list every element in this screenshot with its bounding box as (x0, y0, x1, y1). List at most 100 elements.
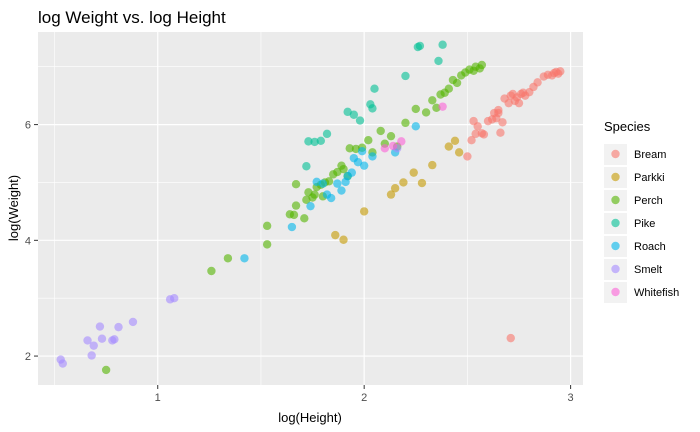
data-point-parkki (399, 178, 408, 187)
data-point-perch (428, 96, 437, 105)
data-point-parkki (444, 142, 454, 151)
data-point-perch (310, 190, 319, 199)
data-point-perch (421, 108, 431, 117)
data-point-bream (554, 69, 563, 78)
data-point-perch (386, 131, 396, 141)
data-point-bream (496, 128, 505, 137)
x-tick-label: 2 (361, 392, 367, 404)
data-point-perch (289, 210, 299, 220)
data-point-pike (355, 116, 365, 125)
legend-label-bream: Bream (634, 149, 666, 161)
data-point-pike (349, 110, 359, 119)
data-point-whitefish (388, 141, 398, 151)
data-point-roach (240, 254, 249, 263)
data-point-roach (306, 201, 315, 211)
data-point-roach (287, 222, 297, 232)
data-point-bream (463, 152, 472, 161)
x-axis-title: log(Height) (278, 410, 342, 425)
data-point-perch (339, 164, 348, 174)
data-point-pike (434, 56, 443, 66)
data-point-perch (345, 144, 354, 153)
data-point-parkki (454, 148, 464, 157)
legend-key-whitefish (611, 287, 620, 297)
data-point-roach (353, 158, 363, 167)
legend-label-perch: Perch (634, 195, 663, 207)
data-point-parkki (331, 230, 340, 240)
legend-key-parkki (611, 172, 620, 182)
y-tick-label: 4 (25, 235, 31, 247)
legend-key-perch (611, 195, 620, 205)
data-point-roach (333, 179, 342, 188)
data-point-smelt (58, 359, 67, 368)
data-point-perch (376, 126, 385, 136)
data-point-smelt (87, 351, 96, 360)
legend-items: Bream Parkki Perch Pike Roach Smelt Whitefish (604, 144, 679, 303)
data-point-perch (452, 78, 462, 88)
legend-label-smelt: Smelt (634, 264, 662, 276)
data-point-roach (411, 122, 420, 131)
legend-label-pike: Pike (634, 218, 655, 230)
data-point-parkki (390, 184, 400, 193)
data-point-perch (411, 104, 420, 114)
data-point-perch (364, 136, 373, 145)
data-point-pike (304, 137, 313, 146)
data-point-roach (337, 186, 346, 195)
data-point-perch (101, 365, 111, 375)
legend-label-whitefish: Whitefish (634, 287, 679, 299)
data-point-parkki (428, 160, 437, 170)
legend-key-smelt (611, 264, 620, 274)
legend-key-bream (611, 149, 620, 159)
data-point-roach (359, 161, 369, 170)
gridlines (38, 32, 583, 385)
data-point-bream (471, 129, 480, 139)
data-point-parkki (417, 178, 427, 188)
legend: Species Bream Parkki Perch Pike Roach Smelt Wh… (604, 119, 679, 303)
data-point-perch (401, 118, 410, 128)
data-point-bream (467, 136, 476, 145)
data-point-pike (415, 41, 425, 51)
data-point-perch (223, 254, 233, 263)
data-point-smelt (110, 335, 119, 344)
y-tick-label: 2 (25, 351, 31, 363)
data-point-pike (310, 137, 319, 147)
data-point-roach (357, 147, 367, 156)
legend-key-pike (611, 218, 620, 228)
data-point-perch (300, 214, 309, 223)
data-point-bream (533, 78, 542, 87)
data-point-pike (368, 104, 377, 113)
data-point-roach (347, 168, 356, 177)
data-point-pike (316, 136, 326, 145)
data-point-smelt (95, 322, 105, 331)
y-tick-label: 6 (25, 120, 31, 132)
data-point-bream (514, 98, 524, 108)
data-point-smelt (89, 341, 98, 350)
legend-key-roach (611, 241, 620, 251)
data-point-bream (473, 122, 482, 131)
data-point-parkki (386, 190, 396, 199)
data-point-parkki (359, 207, 369, 216)
data-point-parkki (450, 136, 460, 145)
data-point-perch (291, 179, 301, 189)
data-points (56, 40, 565, 375)
x-tick-label: 1 (155, 392, 161, 404)
legend-title: Species (604, 119, 651, 134)
data-point-pike (322, 129, 332, 139)
x-axis-ticks: 1 2 3 (155, 385, 574, 404)
data-point-perch (444, 84, 454, 93)
data-point-parkki (409, 168, 418, 177)
data-point-perch (432, 103, 441, 113)
x-tick-label: 3 (568, 392, 574, 404)
legend-label-roach: Roach (634, 241, 666, 253)
data-point-perch (262, 240, 272, 249)
y-axis-title: log(Weight) (6, 175, 21, 241)
data-point-pike (370, 84, 379, 93)
data-point-perch (477, 60, 487, 70)
data-point-pike (438, 40, 447, 49)
data-point-whitefish (380, 144, 390, 153)
data-point-smelt (83, 336, 92, 345)
data-point-roach (326, 193, 336, 203)
chart-title: log Weight vs. log Height (38, 8, 226, 27)
data-point-pike (302, 162, 311, 171)
data-point-roach (318, 179, 328, 188)
